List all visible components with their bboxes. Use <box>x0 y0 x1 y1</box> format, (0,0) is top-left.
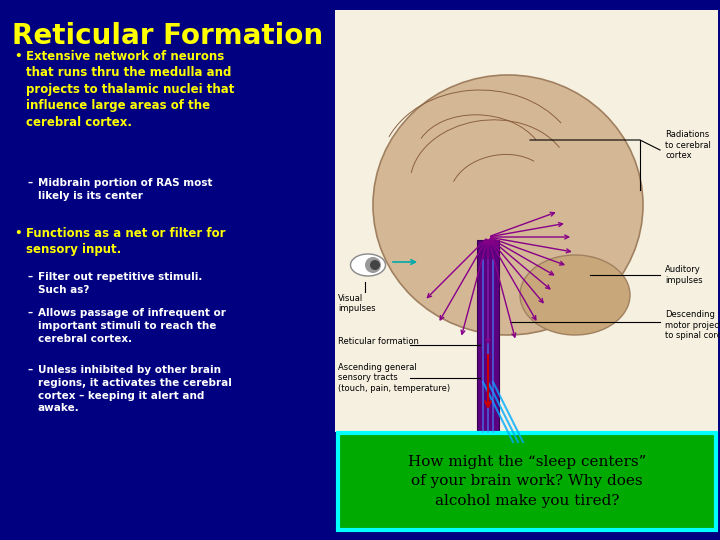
Text: •: • <box>14 227 22 240</box>
Text: Allows passage of infrequent or
important stimuli to reach the
cerebral cortex.: Allows passage of infrequent or importan… <box>38 308 226 343</box>
Text: –: – <box>28 308 33 318</box>
Text: Reticular formation: Reticular formation <box>338 338 419 347</box>
Circle shape <box>365 257 381 273</box>
Text: Unless inhibited by other brain
regions, it activates the cerebral
cortex – keep: Unless inhibited by other brain regions,… <box>38 365 232 414</box>
Text: Midbrain portion of RAS most
likely is its center: Midbrain portion of RAS most likely is i… <box>38 178 212 201</box>
Text: Radiations
to cerebral
cortex: Radiations to cerebral cortex <box>665 130 711 160</box>
Text: –: – <box>28 178 33 188</box>
Text: Auditory
impulses: Auditory impulses <box>665 265 703 285</box>
Text: Descending
motor projections
to spinal cord: Descending motor projections to spinal c… <box>665 310 720 340</box>
Ellipse shape <box>351 254 385 276</box>
Text: Filter out repetitive stimuli.
Such as?: Filter out repetitive stimuli. Such as? <box>38 272 202 295</box>
Bar <box>335 10 718 432</box>
Circle shape <box>370 260 380 270</box>
Bar <box>477 240 499 432</box>
Ellipse shape <box>520 255 630 335</box>
Text: Functions as a net or filter for
sensory input.: Functions as a net or filter for sensory… <box>26 227 225 256</box>
Text: How might the “sleep centers”
of your brain work? Why does
alcohol make you tire: How might the “sleep centers” of your br… <box>408 455 646 508</box>
Text: Extensive network of neurons
that runs thru the medulla and
projects to thalamic: Extensive network of neurons that runs t… <box>26 50 235 129</box>
Bar <box>338 433 716 530</box>
Ellipse shape <box>373 75 643 335</box>
Text: –: – <box>28 365 33 375</box>
Text: –: – <box>28 272 33 282</box>
Text: •: • <box>14 50 22 63</box>
Text: Ascending general
sensory tracts
(touch, pain, temperature): Ascending general sensory tracts (touch,… <box>338 363 450 393</box>
Text: Visual
impulses: Visual impulses <box>338 294 376 313</box>
Text: Reticular Formation: Reticular Formation <box>12 22 323 50</box>
